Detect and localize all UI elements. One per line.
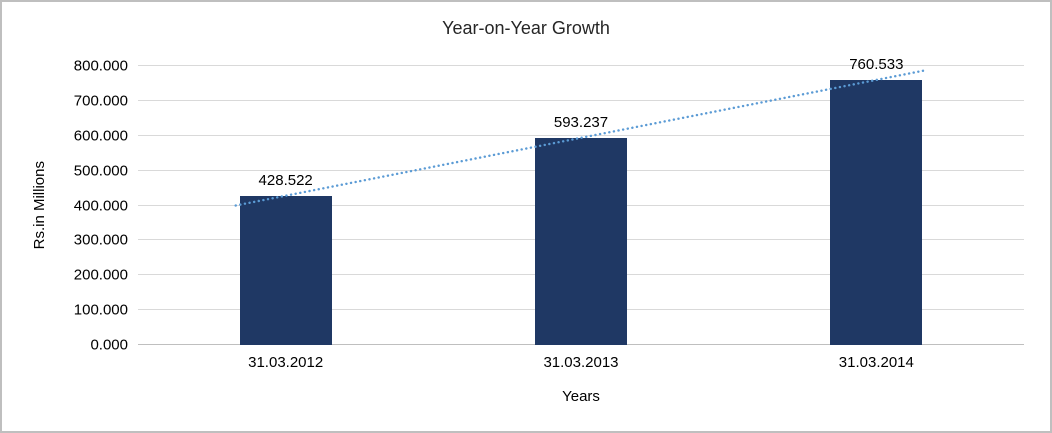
- x-tick-label: 31.03.2014: [838, 354, 914, 371]
- chart-title: Year-on-Year Growth: [442, 18, 610, 38]
- bar: [830, 79, 923, 345]
- bar-series: 428.522 593.237 760.533: [138, 56, 1024, 345]
- x-tick-label: 31.03.2013: [543, 354, 619, 371]
- y-tick-label: 200.000: [73, 266, 128, 284]
- data-label: 428.522: [258, 171, 313, 189]
- y-tick-label: 700.000: [73, 92, 128, 110]
- plot-area: 428.522 593.237 760.533: [138, 56, 1024, 345]
- y-tick-label: 500.000: [73, 162, 128, 180]
- y-tick-label: 400.000: [73, 197, 128, 214]
- x-tick-label: 31.03.2012: [248, 354, 324, 371]
- bar: [239, 195, 332, 345]
- data-label: 760.533: [849, 55, 904, 73]
- bar-slot: 593.237: [433, 66, 728, 345]
- y-tick-label: 800.000: [73, 57, 128, 75]
- x-axis-tick-labels: 31.03.2012 31.03.2013 31.03.2014: [138, 354, 1024, 371]
- bar-slot: 428.522: [138, 66, 433, 345]
- data-label: 593.237: [553, 114, 609, 132]
- gridline: [138, 65, 1024, 66]
- y-tick-label: 0.000: [90, 336, 128, 354]
- bar: [534, 138, 627, 345]
- y-tick-label: 100.000: [73, 301, 128, 319]
- x-axis-title: Years: [562, 388, 600, 405]
- y-axis-tick-labels: 0.000 100.000 200.000 300.000 400.000 500.000…: [2, 59, 128, 353]
- bar-slot: 760.533: [729, 56, 1024, 345]
- y-tick-label: 300.000: [73, 231, 128, 249]
- y-tick-label: 600.000: [73, 127, 128, 145]
